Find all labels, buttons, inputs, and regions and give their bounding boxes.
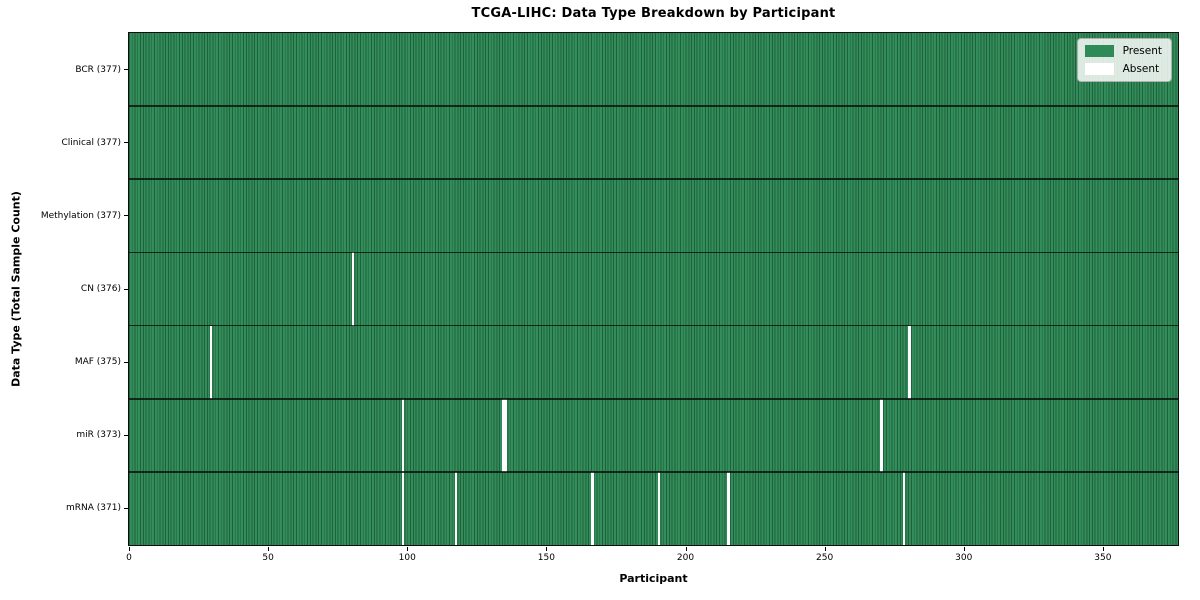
x-tick-label: 300 xyxy=(955,553,973,563)
y-tick-mark xyxy=(124,69,128,71)
y-tick-label: miR (373) xyxy=(76,430,121,441)
legend-swatch-present xyxy=(1084,45,1114,57)
y-tick-label: CN (376) xyxy=(80,284,121,294)
chart-title: TCGA-LIHC: Data Type Breakdown by Partic… xyxy=(471,6,836,21)
y-tick-label: MAF (375) xyxy=(74,357,121,368)
absent-cell-miR-134 xyxy=(501,398,505,472)
row-separator xyxy=(129,251,1178,254)
x-tick-mark xyxy=(129,546,130,551)
absent-cell-mRNA-117 xyxy=(454,471,458,545)
y-tick-mark xyxy=(124,434,128,436)
absent-cell-mRNA-166 xyxy=(590,471,594,545)
row-separator xyxy=(129,397,1178,400)
x-tick-label: 150 xyxy=(537,553,555,563)
absent-cell-MAF-280 xyxy=(908,325,911,399)
legend: Present Absent xyxy=(1076,38,1172,82)
absent-cell-miR-98 xyxy=(401,398,405,472)
x-tick-label: 50 xyxy=(262,553,274,563)
legend-swatch-absent xyxy=(1084,63,1114,75)
row-separator xyxy=(129,471,1178,473)
x-tick-mark xyxy=(963,546,965,551)
x-tick-label: 350 xyxy=(1094,553,1112,563)
x-tick-mark xyxy=(268,546,270,551)
plot-area: Present Absent xyxy=(129,33,1178,545)
absent-cell-mRNA-98 xyxy=(401,471,405,545)
y-tick-label: Methylation (377) xyxy=(40,210,121,221)
x-tick-label: 0 xyxy=(126,553,132,563)
absent-cell-mRNA-190 xyxy=(657,471,661,545)
x-tick-mark xyxy=(824,546,826,551)
y-tick-label: mRNA (371) xyxy=(66,503,121,514)
row-separator xyxy=(129,178,1178,181)
row-separator xyxy=(129,105,1178,107)
absent-cell-mRNA-215 xyxy=(727,471,730,545)
absent-cell-miR-135 xyxy=(504,398,508,472)
absent-cell-miR-270 xyxy=(880,398,884,472)
x-tick-label: 250 xyxy=(816,553,834,563)
y-tick-mark xyxy=(124,288,128,290)
x-tick-mark xyxy=(546,546,548,551)
legend-entry-absent: Absent xyxy=(1084,63,1162,75)
legend-entry-present: Present xyxy=(1084,45,1162,57)
legend-label: Present xyxy=(1122,45,1162,57)
x-tick-mark xyxy=(685,546,687,551)
y-tick-label: BCR (377) xyxy=(75,64,121,75)
legend-label: Absent xyxy=(1122,63,1160,75)
x-tick-label: 100 xyxy=(398,553,416,563)
y-tick-mark xyxy=(124,215,128,217)
x-tick-mark xyxy=(407,546,409,551)
y-tick-mark xyxy=(124,361,128,363)
absent-cell-mRNA-278 xyxy=(902,471,906,545)
absent-cell-MAF-29 xyxy=(209,325,213,399)
x-tick-label: 200 xyxy=(676,553,695,563)
absent-cell-CN-80 xyxy=(351,252,355,326)
y-tick-mark xyxy=(124,142,128,144)
x-tick-mark xyxy=(1102,546,1104,551)
y-tick-mark xyxy=(124,507,128,509)
x-axis-label: Participant xyxy=(619,572,688,585)
y-tick-label: Clinical (377) xyxy=(61,137,121,148)
row-separator xyxy=(129,324,1178,327)
